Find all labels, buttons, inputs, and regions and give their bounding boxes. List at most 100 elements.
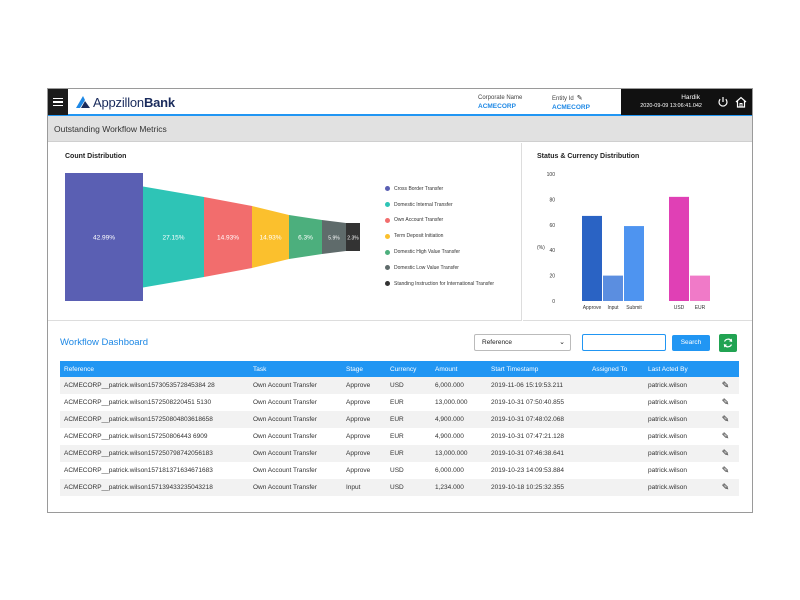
brand-logo[interactable]: AppzillonBank	[75, 94, 175, 110]
table-cell: 4,900.000	[435, 433, 464, 440]
table-cell	[588, 394, 644, 411]
funnel-segment[interactable]	[65, 173, 143, 301]
column-header[interactable]: Assigned To	[592, 365, 628, 373]
edit-icon[interactable]: ✎	[721, 380, 730, 390]
brand-name: AppzillonBank	[93, 94, 175, 110]
funnel-segment[interactable]	[204, 197, 252, 277]
funnel-segment[interactable]	[322, 220, 346, 254]
menu-icon[interactable]	[48, 89, 68, 115]
column-header[interactable]: Last Acted By	[648, 365, 688, 373]
funnel-segment[interactable]	[346, 223, 360, 251]
table-row[interactable]: ACMECORP__patrick.wilson1571813716346716…	[60, 462, 739, 479]
legend-label: Domestic High Value Transfer	[394, 249, 461, 256]
table-cell[interactable]: ACMECORP__patrick.wilson1571394332350432…	[64, 484, 213, 491]
bar[interactable]	[690, 275, 710, 301]
legend-item[interactable]: Domestic Internal Transfer	[385, 197, 494, 213]
entity-id: Entity Id ✎ ACMECORP	[552, 94, 590, 111]
chevron-down-icon: ⌄	[559, 339, 565, 346]
corporate-name-value: ACMECORP	[478, 103, 516, 110]
table-cell: Own Account Transfer	[253, 399, 317, 406]
column-header[interactable]: Task	[253, 365, 267, 373]
legend-item[interactable]: Standing Instruction for International T…	[385, 276, 494, 292]
funnel-segment[interactable]	[143, 186, 204, 288]
legend-dot	[385, 265, 390, 271]
logo-icon	[76, 96, 90, 108]
legend-item[interactable]: Domestic Low Value Transfer	[385, 260, 494, 276]
power-icon[interactable]	[716, 95, 730, 109]
table-cell-action: ✎	[712, 428, 739, 445]
funnel-chart: 42.99% 27.15% 14.93% 14.93% 6.3% 5.9% 2.3%	[65, 173, 360, 301]
table-cell: 13,000.000	[435, 450, 468, 457]
table-cell[interactable]: ACMECORP__patrick.wilson157250806443 690…	[64, 433, 208, 440]
column-header[interactable]: Reference	[64, 365, 94, 373]
legend-item[interactable]: Term Deposit Initiation	[385, 228, 494, 244]
page-title: Outstanding Workflow Metrics	[54, 124, 167, 134]
table-row[interactable]: ACMECORP__patrick.wilson1572507987420561…	[60, 445, 739, 462]
table-cell[interactable]: ACMECORP__patrick.wilson1572507987420561…	[64, 450, 213, 457]
table-cell-action: ✎	[712, 445, 739, 462]
search-button[interactable]: Search	[672, 335, 710, 351]
edit-icon[interactable]: ✎	[721, 431, 730, 441]
edit-icon[interactable]: ✎	[721, 482, 730, 492]
column-header[interactable]: Start Timestamp	[491, 365, 539, 373]
edit-icon[interactable]: ✎	[721, 414, 730, 424]
funnel-segment[interactable]	[252, 206, 289, 268]
legend-dot	[385, 186, 390, 192]
table-cell-action: ✎	[712, 479, 739, 496]
filter-select[interactable]: Reference ⌄	[474, 334, 571, 351]
edit-icon[interactable]: ✎	[721, 448, 730, 458]
table-cell: Own Account Transfer	[253, 382, 317, 389]
bar[interactable]	[603, 275, 623, 301]
user-panel: Hardik 2020-09-09 13:06:41.042	[621, 89, 752, 115]
bar[interactable]	[624, 226, 644, 301]
pencil-icon[interactable]: ✎	[576, 95, 583, 102]
table-cell[interactable]: ACMECORP__patrick.wilson1572508220451 51…	[64, 399, 212, 406]
y-tick-label: 60	[549, 223, 555, 229]
table-cell[interactable]: ACMECORP__patrick.wilson1572508048036186…	[64, 416, 213, 423]
status-currency-title: Status & Currency Distribution	[537, 153, 640, 160]
legend-dot	[385, 233, 390, 239]
bar[interactable]	[582, 215, 602, 301]
table-cell: Approve	[346, 382, 371, 389]
bar[interactable]	[669, 196, 689, 301]
legend-item[interactable]: Domestic High Value Transfer	[385, 244, 494, 260]
table-cell	[588, 428, 644, 445]
page-header: Outstanding Workflow Metrics	[48, 116, 752, 142]
legend-label: Cross Border Transfer	[394, 185, 444, 192]
table-row[interactable]: ACMECORP__patrick.wilson1573053572845384…	[60, 377, 739, 394]
funnel-segment[interactable]	[289, 215, 322, 259]
workflow-table: Reference Task Stage Currency Amount Start Ti…	[60, 361, 739, 496]
table-row[interactable]: ACMECORP__patrick.wilson1571394332350432…	[60, 479, 739, 496]
login-timestamp: 2020-09-09 13:06:41.042	[640, 103, 702, 109]
legend-item[interactable]: Cross Border Transfer	[385, 181, 494, 197]
table-cell: Own Account Transfer	[253, 484, 317, 491]
table-cell[interactable]: ACMECORP__patrick.wilson1571813716346716…	[64, 467, 213, 474]
column-header[interactable]: Amount	[435, 365, 458, 373]
table-cell[interactable]: ACMECORP__patrick.wilson1573053572845384…	[64, 382, 215, 389]
x-tick-label: Input	[607, 305, 619, 311]
table-row[interactable]: ACMECORP__patrick.wilson1572508220451 51…	[60, 394, 739, 411]
legend-item[interactable]: Own Account Transfer	[385, 213, 494, 229]
status-currency-panel: Status & Currency Distribution (%) 100 80 6…	[523, 143, 752, 321]
table-row[interactable]: ACMECORP__patrick.wilson1572508048036186…	[60, 411, 739, 428]
table-row[interactable]: ACMECORP__patrick.wilson157250806443 690…	[60, 428, 739, 445]
column-header[interactable]: Stage	[346, 365, 363, 373]
table-cell: USD	[390, 382, 404, 389]
column-header[interactable]: Currency	[390, 365, 417, 373]
edit-icon[interactable]: ✎	[721, 465, 730, 475]
table-cell: 2019-10-31 07:48:02.068	[491, 416, 565, 423]
table-cell	[588, 479, 644, 496]
legend-label: Own Account Transfer	[394, 217, 444, 224]
home-icon[interactable]	[734, 95, 748, 109]
table-cell: 2019-11-06 15:19:53.211	[491, 382, 564, 389]
table-cell-action: ✎	[712, 394, 739, 411]
x-tick-label: USD	[674, 305, 685, 311]
y-tick-label: 40	[549, 248, 555, 254]
user-name: Hardik	[681, 94, 700, 101]
refresh-button[interactable]	[719, 334, 737, 352]
edit-icon[interactable]: ✎	[721, 397, 730, 407]
funnel-segment-label: 27.15%	[162, 235, 184, 242]
search-input[interactable]	[582, 334, 666, 351]
table-cell: 1,234.000	[435, 484, 464, 491]
table-cell: Input	[346, 484, 361, 491]
